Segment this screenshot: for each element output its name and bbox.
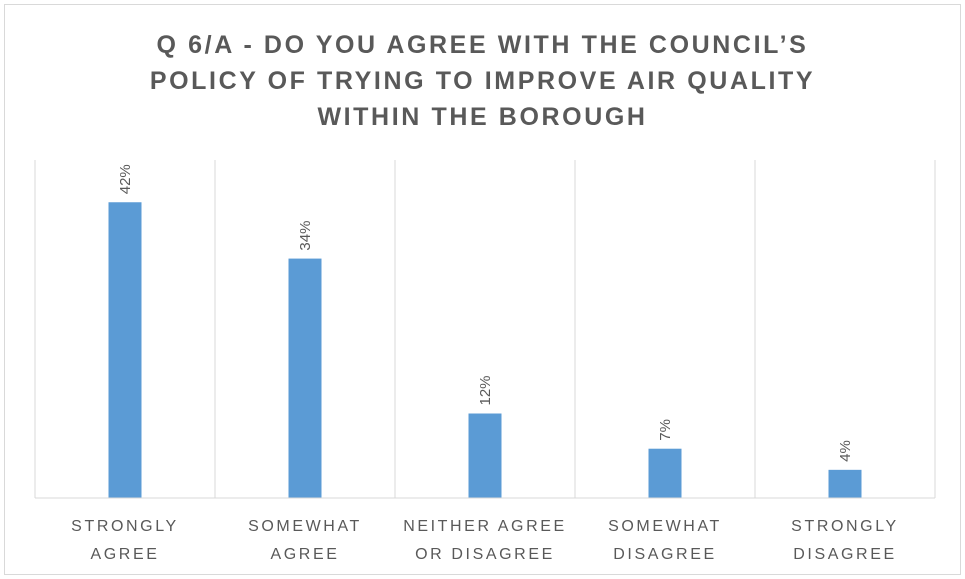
bar (108, 202, 142, 498)
category-tick-label: NEITHER AGREE (403, 518, 567, 535)
category-tick-label: STRONGLY (791, 518, 899, 535)
bar (828, 469, 862, 498)
bar-data-label: 42% (117, 164, 134, 194)
bar (648, 448, 682, 498)
bars-group (108, 202, 862, 498)
bar-data-label: 34% (297, 221, 314, 251)
chart-title: Q 6/A - DO YOU AGREE WITH THE COUNCIL’S … (0, 27, 965, 135)
bar-data-label: 4% (837, 440, 854, 462)
bar (288, 258, 322, 498)
bar (468, 413, 502, 498)
chart-title-line-3: WITHIN THE BOROUGH (317, 103, 648, 131)
bar-data-label: 7% (657, 419, 674, 441)
category-tick-label: AGREE (270, 546, 339, 563)
category-separators (34, 160, 936, 498)
category-tick-label: STRONGLY (71, 518, 179, 535)
category-tick-label: AGREE (90, 546, 159, 563)
category-tick-label: DISAGREE (613, 546, 717, 563)
category-tick-label: OR DISAGREE (415, 546, 555, 563)
category-tick-label: DISAGREE (793, 546, 897, 563)
bar-data-label: 12% (477, 375, 494, 405)
category-labels-group: STRONGLY AGREE SOMEWHAT AGREE NEITHER AGREE O… (71, 518, 899, 563)
category-tick-label: SOMEWHAT (248, 518, 362, 535)
category-tick-label: SOMEWHAT (608, 518, 722, 535)
data-labels-group: 42% 34% 12% 7% 4% (117, 164, 854, 462)
chart-title-line-1: Q 6/A - DO YOU AGREE WITH THE COUNCIL’S (156, 31, 809, 59)
chart-title-line-2: POLICY OF TRYING TO IMPROVE AIR QUALITY (149, 67, 816, 95)
